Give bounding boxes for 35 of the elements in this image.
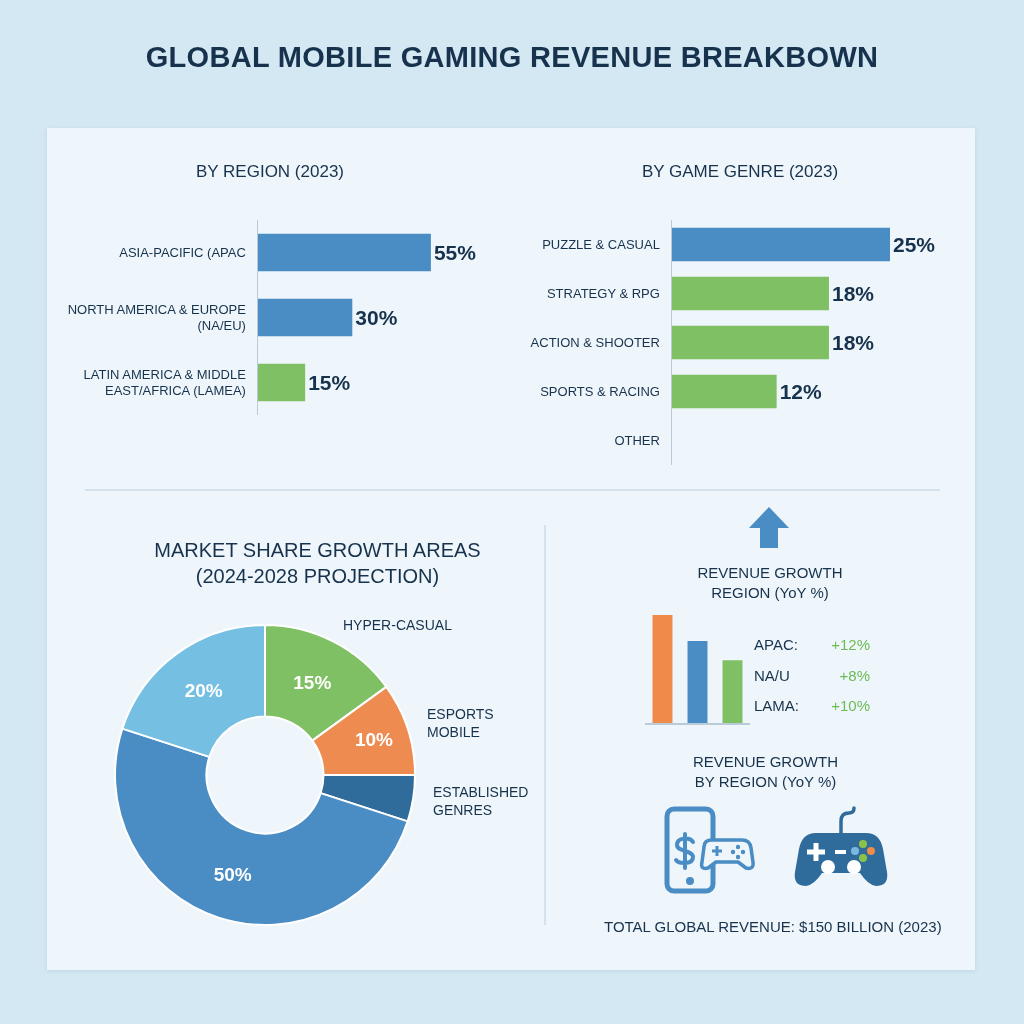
slice-label: ESPORTS MOBILE <box>427 706 494 741</box>
slice-label: ESTABLISHED GENRES <box>433 784 529 819</box>
data-label: 15% <box>293 671 332 693</box>
data-label: 30% <box>355 306 398 329</box>
y-tick-label: NORTH AMERICA & EUROPE (NA/EU) <box>67 301 247 334</box>
text: +12% <box>831 636 870 653</box>
data-label: 18% <box>831 282 875 305</box>
text: +10% <box>831 697 870 714</box>
y-tick-label: LATIN AMERICA & MIDDLE EAST/AFRICA (LAMEA) <box>83 366 247 399</box>
data-label: 55% <box>433 241 477 264</box>
data-label: 25% <box>893 233 936 256</box>
y-tick-label: OTHER <box>614 433 660 449</box>
y-tick-label: SPORTS & RACING <box>540 384 660 400</box>
y-tick-label: STRATEGY & RPG <box>546 286 660 302</box>
data-label: 10% <box>354 729 394 751</box>
data-label: 18% <box>831 331 875 354</box>
y-tick-label: ACTION & SHOOTER <box>530 335 660 351</box>
text: REVENUE GROWTH BY REGION (YoY %) <box>693 753 839 790</box>
chart-title: BY REGION (2023) <box>195 161 345 181</box>
chart-title: BY GAME GENRE (2023) <box>641 161 839 181</box>
slice-label: HYPER-CASUAL <box>343 617 453 633</box>
text: APAC: <box>754 636 798 653</box>
text: GLOBAL MOBILE GAMING REVENUE BREAKBOWN <box>144 39 880 75</box>
text: NA/U <box>754 666 790 684</box>
data-label: 50% <box>213 863 252 885</box>
y-tick-label: PUZZLE & CASUAL <box>542 237 660 253</box>
data-label: 20% <box>184 680 223 702</box>
data-label: 12% <box>779 380 822 403</box>
chart-title: REVENUE GROWTH REGION (YoY %) <box>697 564 843 601</box>
text: LAMA: <box>754 697 800 714</box>
text: +8% <box>839 666 870 684</box>
y-tick-label: ASIA-PACIFIC (APAC <box>119 245 246 261</box>
text: TOTAL GLOBAL REVENUE: $150 BILLION (2023) <box>604 918 942 935</box>
data-label: 15% <box>308 371 351 394</box>
chart-title: MARKET SHARE GROWTH AREAS (2024-2028 PROJECTION) <box>154 539 481 587</box>
